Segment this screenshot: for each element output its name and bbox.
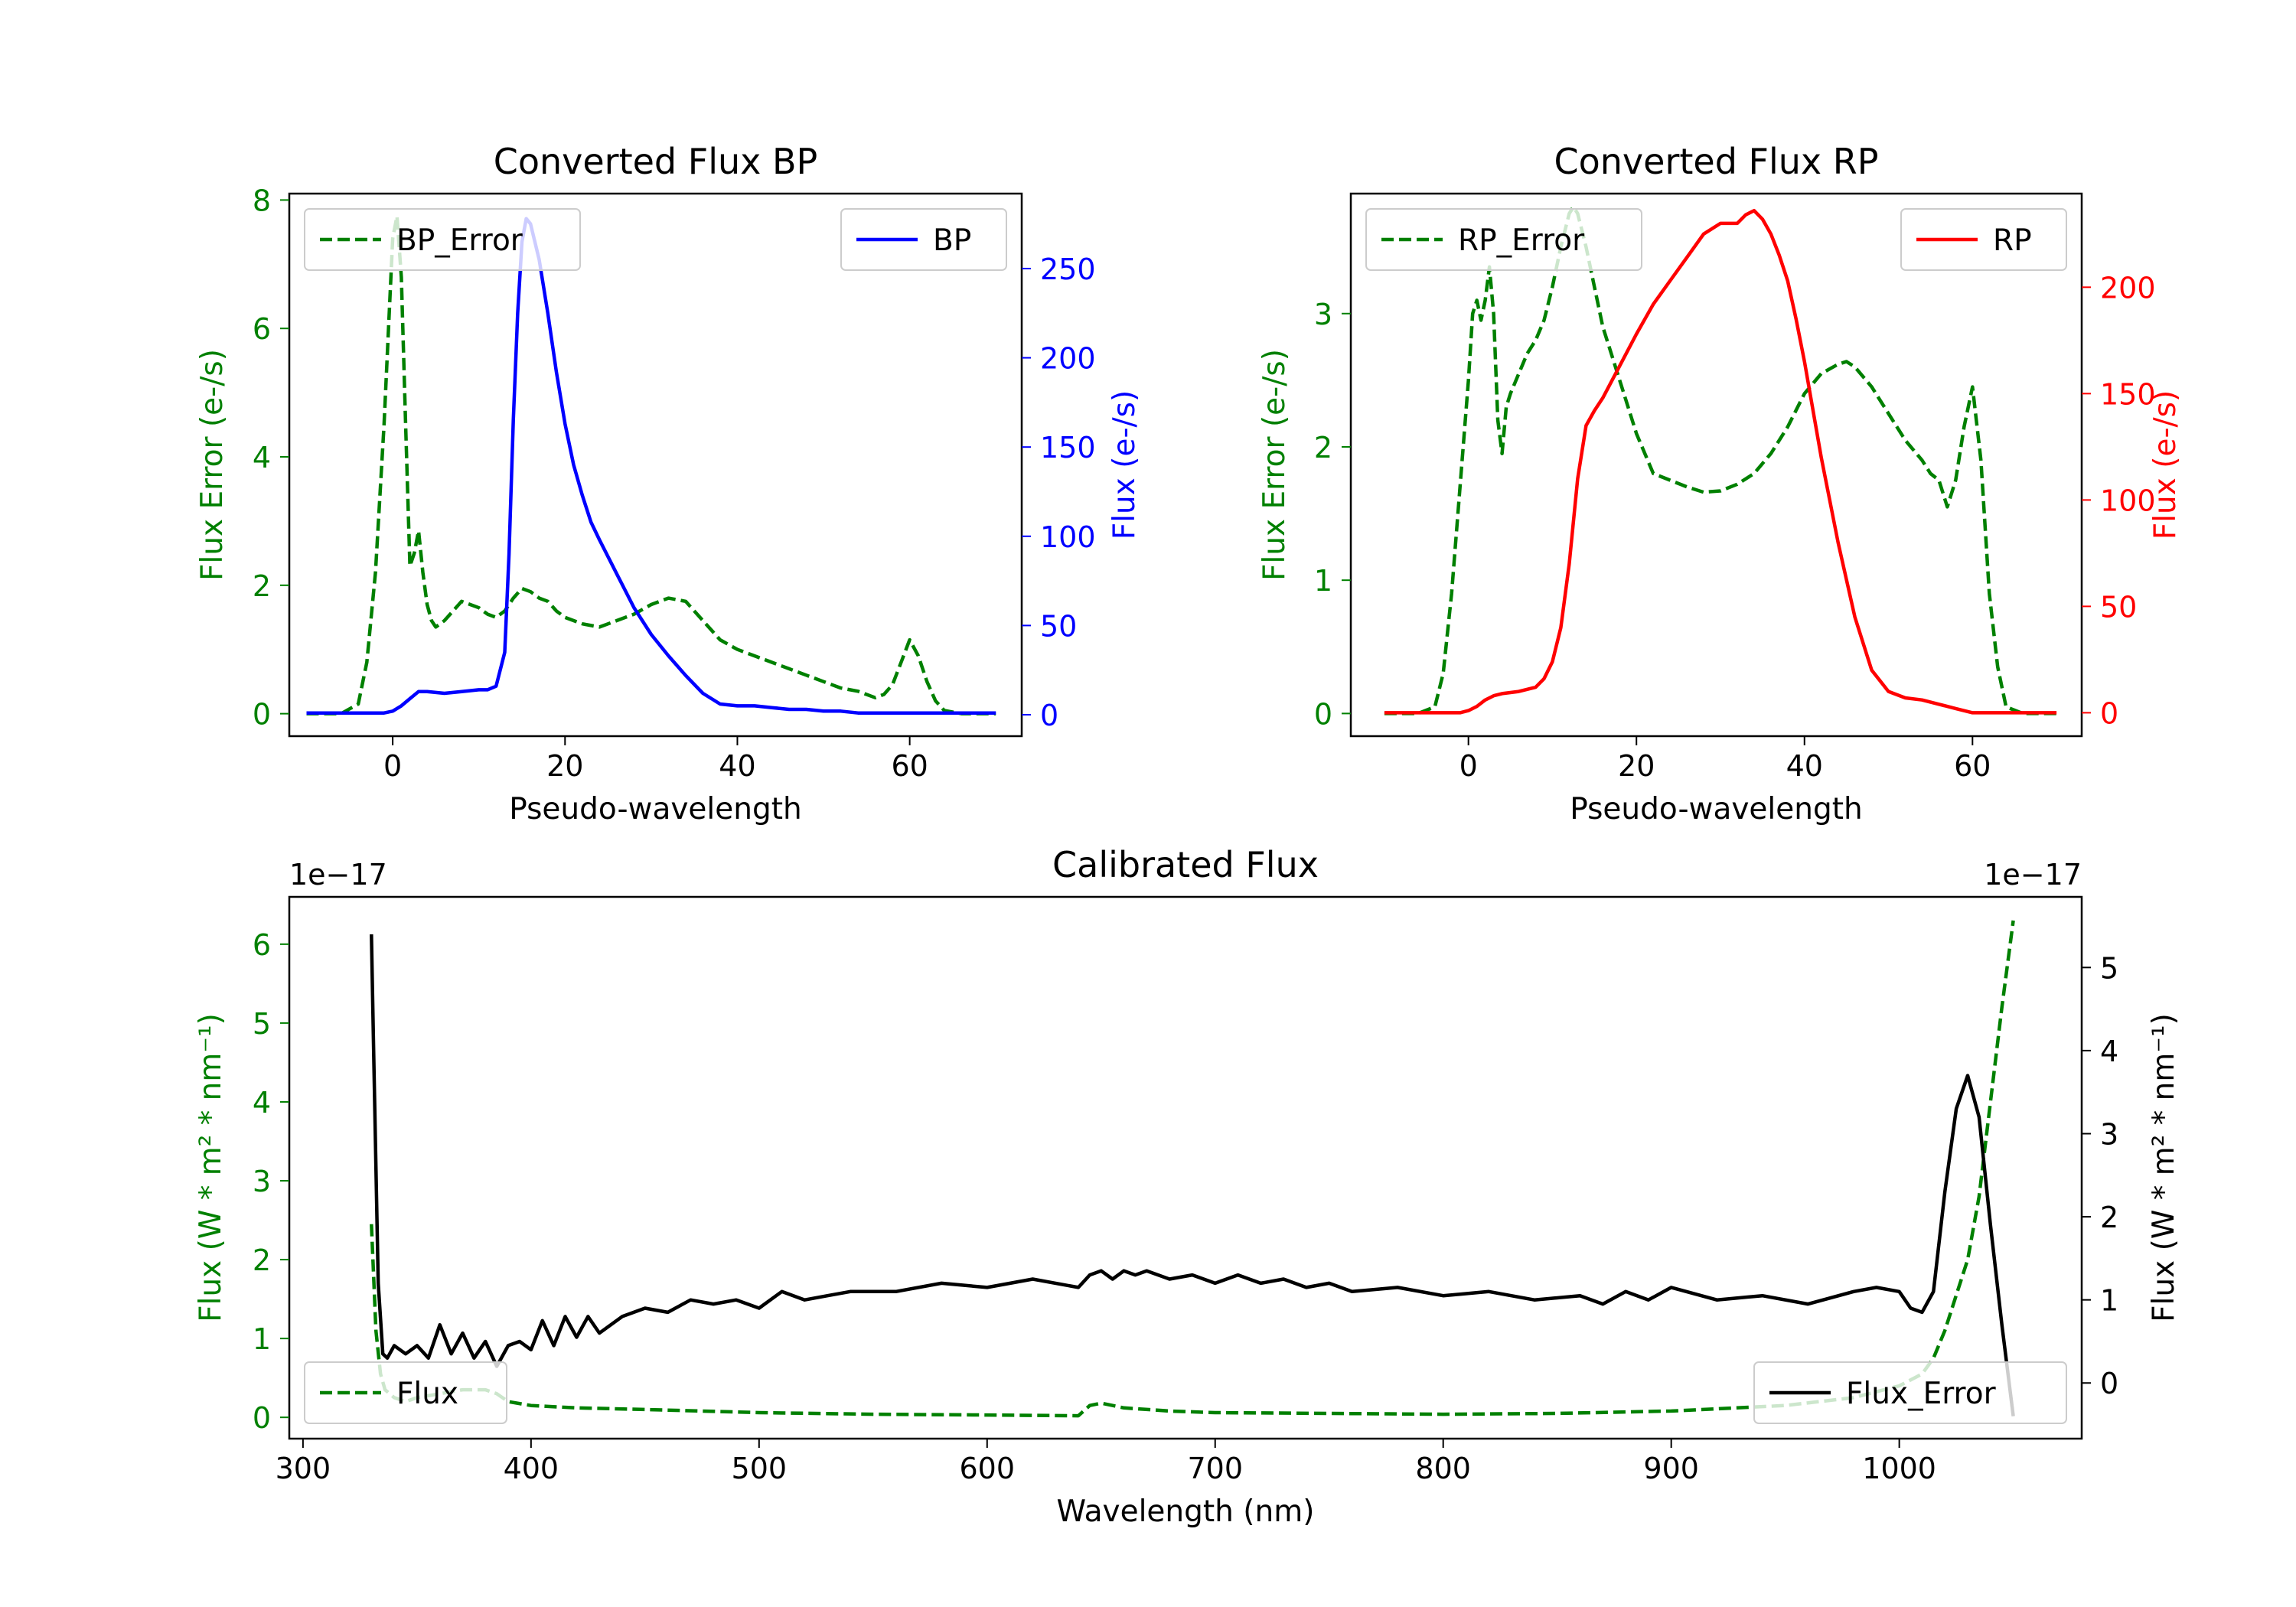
legend-box [840,208,1007,271]
y-left-tick-label: 4 [253,1086,271,1120]
x-tick-label: 800 [1415,1452,1471,1485]
y-left-tick-label: 2 [253,569,271,603]
y-right-tick-label: 0 [2100,1367,2118,1400]
series-rp-error-line [1384,205,2057,715]
series-bp-line [306,217,996,715]
chart-title: Converted Flux RP [1554,141,1879,182]
legend-label: RP_Error [1458,223,1585,258]
y-right-axis-label: Flux (W * m² * nm⁻¹) [2147,1013,2181,1322]
y-left-tick-label: 3 [1314,298,1332,331]
legend-label: RP [1993,223,2032,258]
legend-label: Flux_Error [1846,1377,1997,1411]
y-left-tick-label: 0 [1314,697,1332,731]
y-left-axis-label: Flux Error (e-/s) [195,349,230,581]
chart-converted-flux-rp: 0 20 40 60 0 1 2 3 0 50 100 150 200 Converted Flux RP… [1257,141,2183,826]
y-left-tick-label: 4 [253,441,271,474]
y-right-axis-label: Flux (e-/s) [2148,390,2183,539]
x-tick-label: 300 [276,1452,331,1485]
x-tick-label: 900 [1643,1452,1699,1485]
chart-calibrated-flux: 300 400 500 600 700 800 900 1000 0 1 2 3 4 5 6 0 1 2 3 4 5 Ca… [194,844,2181,1529]
series-flux-line [370,934,2015,1416]
legend-box [304,1361,507,1424]
y-left-tick-label: 6 [253,928,271,962]
y-left-tick-label: 1 [1314,564,1332,598]
plot-area [1384,205,2057,715]
axes-frame [1349,192,2083,738]
legend-label: BP_Error [396,223,523,258]
legend-label: BP [933,223,971,258]
x-tick-label: 500 [732,1452,788,1485]
legend-rp: RP [1900,208,2067,271]
y-right-tick-label: 4 [2100,1035,2118,1068]
y-left-tick-label: 8 [253,184,271,217]
y-left-tick-label: 1 [253,1322,271,1356]
legend-label: Flux [396,1377,458,1411]
y-right-tick-label: 1 [2100,1284,2118,1318]
y-right-tick-label: 50 [1040,609,1077,643]
y-left-tick-label: 2 [1314,431,1332,464]
plot-area [306,214,996,715]
y-right-tick-label: 250 [1040,253,1096,286]
legend-box [304,208,581,271]
y-right-tick-label: 50 [2100,590,2137,624]
x-tick-label: 60 [1954,749,1991,783]
legend-rp-error: RP_Error [1365,208,1642,271]
x-tick-label: 1000 [1862,1452,1936,1485]
y-right-tick-label: 200 [2100,271,2156,305]
x-tick-label: 700 [1187,1452,1243,1485]
y-left-tick-label: 3 [253,1165,271,1198]
x-tick-label: 40 [1786,749,1823,783]
x-axis-label: Pseudo-wavelength [509,792,801,826]
y-left-offset-label: 1e−17 [289,858,387,892]
x-tick-label: 60 [891,749,928,783]
y-left-tick-label: 0 [253,1401,271,1435]
y-right-tick-label: 0 [2100,696,2118,730]
legend-flux: Flux_Error [1753,1361,2067,1424]
y-right-tick-label: 200 [1040,342,1096,376]
x-tick-label: 20 [546,749,583,783]
axes-frame [288,192,1023,738]
y-left-tick-label: 5 [253,1007,271,1041]
legend-flux-error: Flux [304,1361,507,1424]
x-axis-label: Wavelength (nm) [1057,1495,1315,1529]
legend-box [1900,208,2067,271]
y-right-tick-label: 2 [2100,1201,2118,1234]
x-tick-label: 0 [383,749,402,783]
y-right-tick-label: 0 [1040,699,1058,732]
y-left-axis-label: Flux Error (e-/s) [1257,349,1292,581]
axes-frame [288,895,2083,1440]
series-bp-error-line [306,214,996,715]
x-axis-label: Pseudo-wavelength [1570,792,1862,826]
y-left-tick-label: 6 [253,312,271,346]
chart-converted-flux-bp: 0 20 40 60 0 2 4 6 8 0 50 100 150 200 250 Converted Flu… [195,141,1142,826]
chart-title: Converted Flux BP [494,141,818,182]
y-left-axis-label: Flux (W * m² * nm⁻¹) [194,1013,228,1322]
y-right-offset-label: 1e−17 [1984,858,2082,892]
y-right-tick-label: 3 [2100,1117,2118,1151]
legend-box [1365,208,1642,271]
x-tick-label: 600 [960,1452,1016,1485]
chart-title: Calibrated Flux [1052,844,1319,885]
y-right-tick-label: 150 [2100,377,2156,411]
y-right-tick-label: 5 [2100,951,2118,985]
x-tick-label: 20 [1618,749,1655,783]
x-tick-label: 400 [504,1452,559,1485]
y-right-tick-label: 100 [1040,520,1096,554]
series-rp-line [1384,208,2057,715]
y-right-axis-label: Flux (e-/s) [1107,390,1142,539]
legend-bp-error: BP_Error [304,208,581,271]
y-right-tick-label: 150 [1040,431,1096,464]
y-right-tick-label: 100 [2100,484,2156,517]
x-tick-label: 0 [1459,749,1478,783]
legend-box [1753,1361,2067,1424]
legend-bp: BP [840,208,1007,271]
x-tick-label: 40 [719,749,755,783]
y-left-tick-label: 0 [253,698,271,732]
y-left-tick-label: 2 [253,1244,271,1277]
